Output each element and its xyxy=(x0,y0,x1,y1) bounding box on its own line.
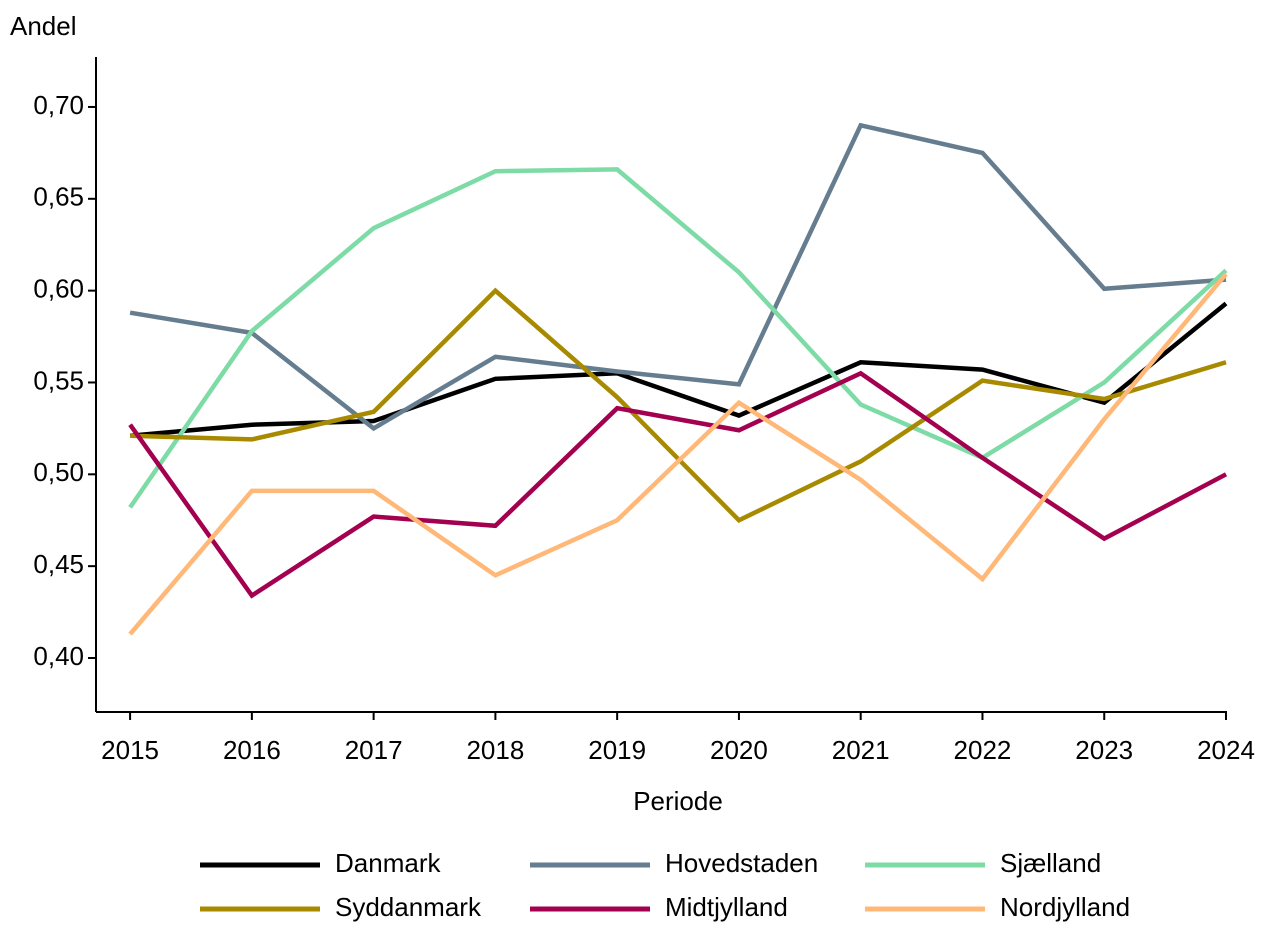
x-tick-label: 2021 xyxy=(832,735,890,765)
series-line xyxy=(128,167,1228,509)
x-tick-label: 2024 xyxy=(1197,735,1255,765)
series-line xyxy=(129,301,1228,438)
x-tick-label: 2020 xyxy=(710,735,768,765)
y-tick-label: 0,50 xyxy=(33,457,84,487)
series-line xyxy=(129,122,1227,432)
legend-label: Danmark xyxy=(335,848,441,878)
y-axis-label: Andel xyxy=(10,11,77,41)
y-tick-label: 0,45 xyxy=(33,549,84,579)
y-tick-label: 0,60 xyxy=(33,274,84,304)
x-tick-label: 2015 xyxy=(101,735,159,765)
legend-label: Sjælland xyxy=(1000,848,1101,878)
x-tick-label: 2016 xyxy=(223,735,281,765)
series-line xyxy=(130,287,1227,523)
x-tick-label: 2018 xyxy=(466,735,524,765)
legend-label: Nordjylland xyxy=(1000,892,1130,922)
legend-label: Midtjylland xyxy=(665,892,788,922)
y-tick-label: 0,65 xyxy=(33,182,84,212)
series-line xyxy=(128,272,1228,636)
x-tick-label: 2022 xyxy=(954,735,1012,765)
x-tick-label: 2017 xyxy=(345,735,403,765)
x-axis-label: Periode xyxy=(633,786,723,816)
x-tick-label: 2019 xyxy=(588,735,646,765)
x-tick-label: 2023 xyxy=(1075,735,1133,765)
y-tick-label: 0,70 xyxy=(33,90,84,120)
legend-label: Syddanmark xyxy=(335,892,482,922)
y-tick-label: 0,55 xyxy=(33,365,84,395)
y-tick-label: 0,40 xyxy=(33,641,84,671)
legend-label: Hovedstaden xyxy=(665,848,818,878)
